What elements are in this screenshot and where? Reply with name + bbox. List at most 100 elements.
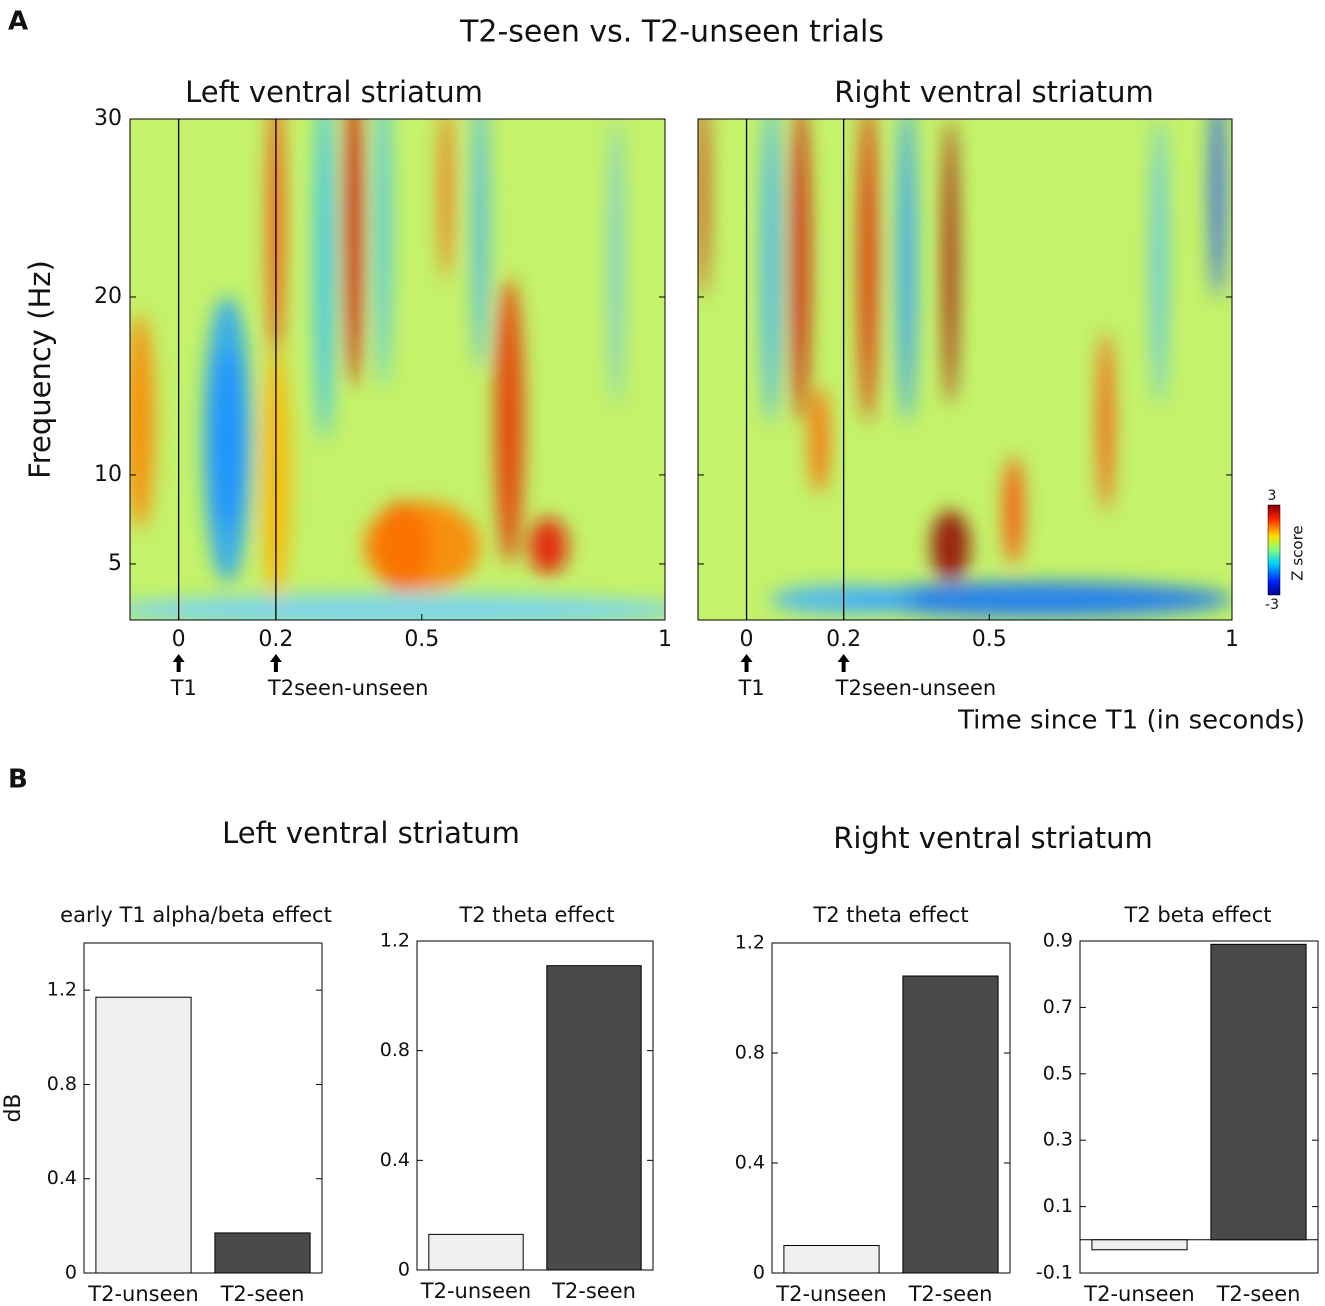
x-tick-label: T2-unseen bbox=[87, 1282, 198, 1306]
y-tick-label: 10 bbox=[94, 462, 122, 487]
heatmap-blob bbox=[363, 501, 481, 591]
event-arrow bbox=[740, 654, 753, 672]
x-tick-label: 0.2 bbox=[826, 627, 861, 652]
y-tick-label: 0.4 bbox=[735, 1152, 765, 1174]
event-label: T2seen-unseen bbox=[835, 676, 997, 700]
y-tick-label: 0 bbox=[65, 1262, 77, 1284]
heatmap-blob bbox=[472, 119, 488, 369]
chart-title: T2 theta effect bbox=[812, 903, 968, 927]
heatmap-frame bbox=[697, 118, 1233, 621]
section-title: Left ventral striatum bbox=[222, 816, 520, 850]
y-tick-label: 30 bbox=[94, 106, 122, 131]
panel-label: B bbox=[8, 765, 28, 795]
heatmap-blob bbox=[375, 119, 391, 387]
figure-title: T2-seen vs. T2-unseen trials bbox=[459, 15, 884, 50]
heatmap-blob bbox=[698, 119, 708, 298]
y-tick-label: 0.4 bbox=[47, 1167, 77, 1189]
colorbar bbox=[1267, 504, 1281, 596]
colorbar-tick-label: 3 bbox=[1268, 488, 1277, 504]
heatmap-blob bbox=[130, 594, 665, 620]
y-tick-label: 20 bbox=[94, 284, 122, 309]
y-tick-label: 0 bbox=[398, 1259, 410, 1281]
x-tick-label: 0.5 bbox=[404, 627, 439, 652]
heatmap-blob bbox=[610, 119, 623, 405]
heatmap-blob bbox=[1151, 119, 1167, 405]
bar bbox=[1210, 943, 1307, 1241]
y-tick-label: 0.1 bbox=[1043, 1195, 1073, 1217]
chart-title: Right ventral striatum bbox=[834, 75, 1154, 109]
x-tick-label: T2-unseen bbox=[1083, 1282, 1194, 1306]
y-tick-label: 1.2 bbox=[47, 979, 77, 1001]
heatmap-frame bbox=[129, 118, 666, 621]
x-tick-label: 0 bbox=[172, 627, 186, 652]
x-tick-label: 1 bbox=[658, 627, 672, 652]
y-tick-label: 0.8 bbox=[380, 1039, 410, 1061]
bar bbox=[902, 975, 999, 1274]
heatmap-blob bbox=[1098, 332, 1114, 512]
x-tick-label: T2-seen bbox=[1216, 1282, 1301, 1306]
heatmap-blob bbox=[494, 278, 524, 565]
heatmap-blob bbox=[440, 119, 452, 280]
x-tick-label: T2-unseen bbox=[775, 1282, 886, 1306]
event-arrow bbox=[172, 654, 185, 672]
bar bbox=[1091, 1239, 1188, 1251]
heatmap-blob bbox=[344, 119, 364, 387]
heatmap bbox=[698, 119, 1232, 620]
event-label: T1 bbox=[738, 676, 765, 700]
x-tick-label: 0.2 bbox=[258, 627, 293, 652]
x-tick-label: 0.5 bbox=[972, 627, 1007, 652]
y-tick-label: 0.4 bbox=[380, 1149, 410, 1171]
x-tick-label: 0 bbox=[740, 627, 754, 652]
heatmap-blob bbox=[761, 119, 781, 423]
heatmap-blob bbox=[202, 296, 252, 583]
heatmap-blob bbox=[858, 119, 878, 423]
bar bbox=[214, 1232, 311, 1274]
x-tick-label: T2-seen bbox=[551, 1279, 636, 1303]
heatmap-blob bbox=[843, 581, 1232, 618]
panel-label: A bbox=[8, 7, 28, 37]
y-tick-label: 1.2 bbox=[735, 932, 765, 954]
heatmap-texture bbox=[698, 119, 1232, 618]
heatmap-blob bbox=[1210, 119, 1225, 298]
heatmap-blob bbox=[931, 510, 970, 582]
chart-title: early T1 alpha/beta effect bbox=[60, 903, 332, 927]
bar bbox=[428, 1233, 524, 1271]
chart-title: Left ventral striatum bbox=[185, 75, 483, 109]
heatmap bbox=[130, 119, 665, 620]
heatmap-blob bbox=[943, 119, 958, 405]
event-arrow bbox=[269, 654, 282, 672]
x-axis-label: Time since T1 (in seconds) bbox=[957, 706, 1305, 736]
y-axis-label: dB bbox=[1, 1093, 26, 1122]
y-tick-label: -0.1 bbox=[1036, 1262, 1073, 1284]
x-tick-label: T2-unseen bbox=[420, 1279, 531, 1303]
event-label: T1 bbox=[170, 676, 197, 700]
bar bbox=[783, 1245, 880, 1274]
heatmap-blob bbox=[130, 314, 155, 529]
x-tick-label: T2-seen bbox=[908, 1282, 993, 1306]
y-tick-label: 1.2 bbox=[380, 930, 410, 952]
y-axis-label: Frequency (Hz) bbox=[23, 260, 57, 479]
chart-title: T2 beta effect bbox=[1124, 903, 1272, 927]
x-tick-label: 1 bbox=[1225, 627, 1239, 652]
x-tick-label: T2-seen bbox=[220, 1282, 305, 1306]
bar bbox=[546, 965, 642, 1271]
section-title: Right ventral striatum bbox=[833, 821, 1153, 855]
heatmap-blob bbox=[314, 119, 335, 441]
y-tick-label: 0 bbox=[753, 1262, 765, 1284]
y-tick-label: 0.9 bbox=[1043, 930, 1073, 952]
event-arrow bbox=[837, 654, 850, 672]
chart-title: T2 theta effect bbox=[458, 903, 614, 927]
colorbar-tick-label: -3 bbox=[1265, 597, 1279, 613]
colorbar-label: Z score bbox=[1289, 525, 1307, 580]
y-tick-label: 5 bbox=[108, 551, 122, 576]
heatmap-texture bbox=[130, 119, 665, 620]
y-tick-label: 0.8 bbox=[735, 1042, 765, 1064]
y-tick-label: 0.7 bbox=[1043, 996, 1073, 1018]
heatmap-blob bbox=[809, 385, 830, 494]
y-tick-label: 0.8 bbox=[47, 1073, 77, 1095]
heatmap-blob bbox=[528, 517, 568, 575]
event-label: T2seen-unseen bbox=[267, 676, 429, 700]
heatmap-blob bbox=[897, 119, 917, 423]
